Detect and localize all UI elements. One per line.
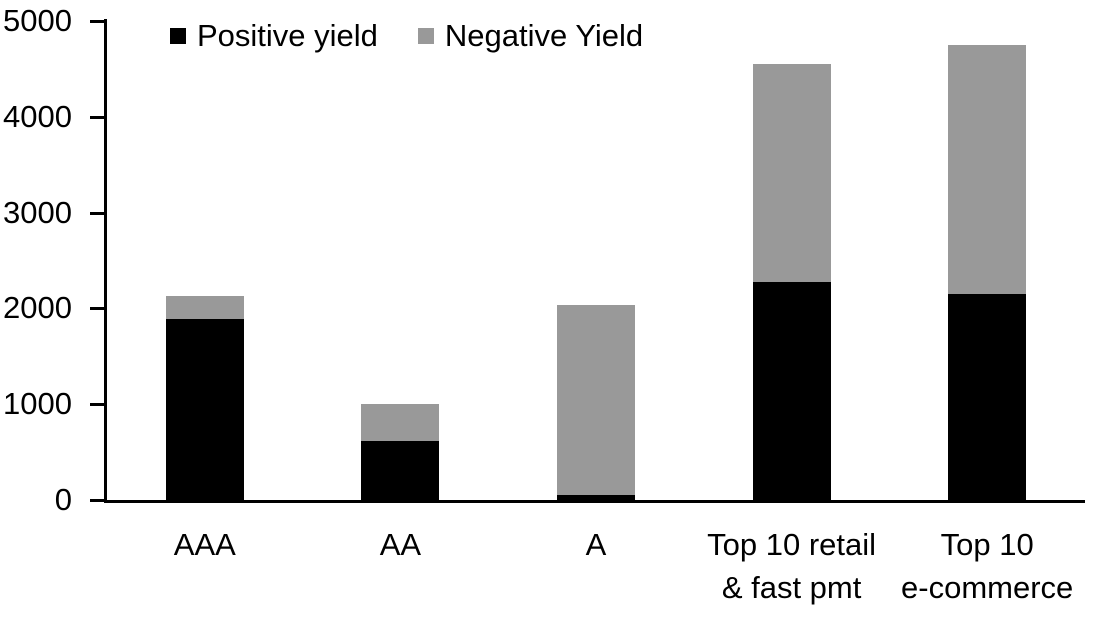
y-tick-mark [90,499,105,502]
bar-segment-positive-yield [557,495,635,500]
positive-yield-swatch-icon [170,28,186,44]
bar-segment-negative-yield [948,44,1027,295]
y-tick-mark [90,307,105,311]
x-axis-label-line: AA [379,527,422,562]
y-tick-label: 3000 [3,194,72,230]
bar-segment-negative-yield [557,305,635,496]
bar-segment-negative-yield [165,296,244,319]
x-axis-label-line: AAA [173,527,236,562]
y-tick-mark [90,115,105,119]
x-axis-label-line: & fast pmt [721,570,862,605]
y-tick-label: 2000 [3,290,72,326]
bar-segment-negative-yield [361,403,440,441]
y-tick-mark [90,403,105,407]
x-axis-label: AA [302,523,498,566]
bar-segment-positive-yield [948,294,1027,500]
legend-label-negative-yield: Negative Yield [444,18,644,53]
y-tick-label: 4000 [3,98,72,134]
y-tick-mark [90,211,105,215]
legend-item-positive-yield: Positive yield [170,17,378,55]
y-tick-label: 0 [54,482,72,517]
y-tick-label: 1000 [3,386,72,422]
y-tick-mark [90,20,105,23]
x-axis-label: Top 10 retail & fast pmt [694,523,890,609]
legend-item-negative-yield: Negative Yield [417,17,644,55]
legend-label-positive-yield: Positive yield [197,18,378,53]
x-axis-label-line: e-commerce [901,570,1074,605]
chart-legend: Positive yield Negative Yield [170,17,643,55]
x-axis-label: A [498,523,694,566]
bar-segment-negative-yield [752,63,831,282]
y-tick-label: 5000 [3,3,72,38]
x-axis-label-line: Top 10 retail [707,527,877,562]
bar-segment-positive-yield [165,318,244,500]
x-axis-label: Top 10 e-commerce [889,523,1085,609]
negative-yield-swatch-icon [417,28,434,44]
y-axis [104,19,107,503]
x-axis-label: AAA [107,523,303,566]
bar-segment-positive-yield [361,440,440,500]
bar-segment-positive-yield [752,281,831,500]
x-axis [104,500,1085,503]
x-axis-label-line: A [585,527,607,562]
x-axis-label-line: Top 10 [940,527,1034,562]
